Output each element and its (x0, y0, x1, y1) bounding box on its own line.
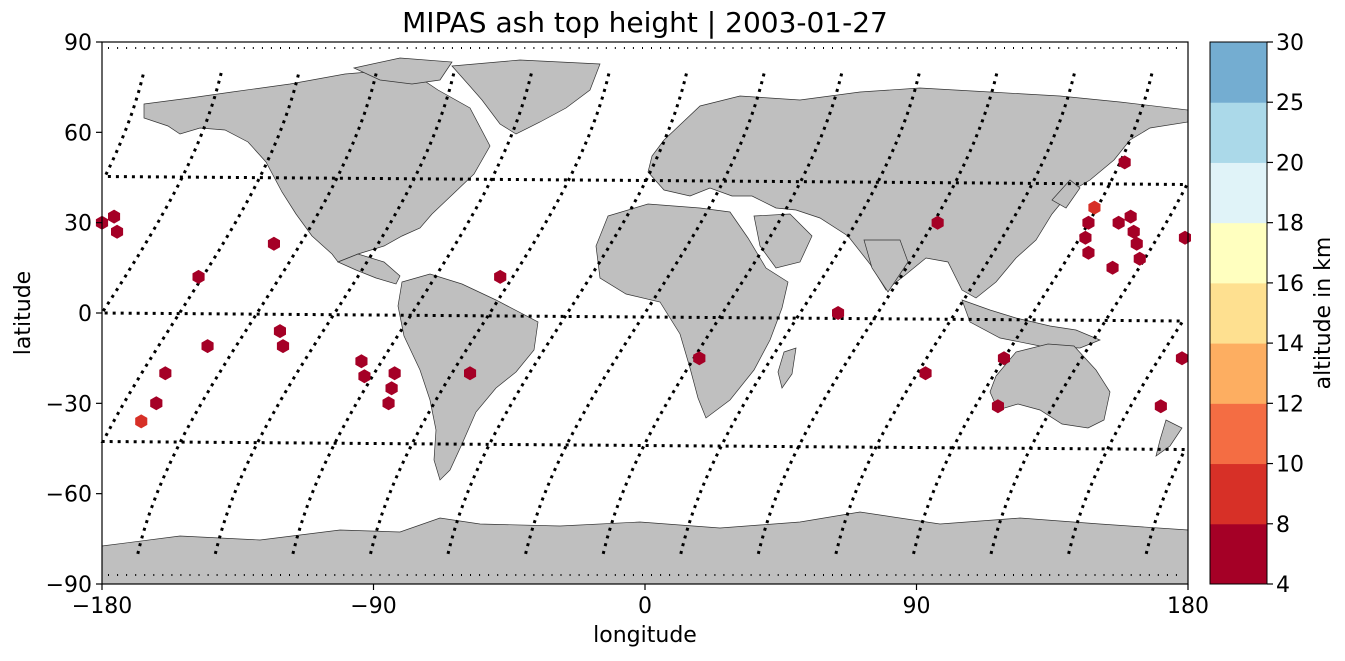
ash-detection-point (832, 306, 845, 320)
continent-new-zealand (1155, 419, 1183, 457)
colorbar-segment (1210, 282, 1267, 344)
x-tick-label: 180 (1167, 594, 1209, 619)
ash-detection-point (150, 396, 163, 411)
continent-japan (1051, 179, 1081, 209)
x-axis-label: longitude (593, 623, 697, 648)
y-tick-label: −90 (46, 573, 92, 598)
ash-detection-point (1112, 215, 1125, 230)
ash-detection-point (1124, 209, 1137, 224)
ash-detection-point (1118, 155, 1131, 170)
colorbar-segment (1210, 102, 1267, 163)
colorbar-segment (1210, 222, 1267, 284)
ash-detection-point (1082, 215, 1095, 230)
ash-detection-point (159, 366, 172, 381)
ash-detection-point (1106, 260, 1119, 275)
colorbar-tick-label: 20 (1276, 151, 1304, 176)
ash-detection-point (1133, 251, 1146, 266)
land-basemap (101, 57, 1189, 585)
continent-eurasia (647, 87, 1189, 299)
ash-detection-point (997, 351, 1010, 366)
chart-title: MIPAS ash top height | 2003-01-27 (402, 6, 888, 39)
colorbar-segment (1210, 42, 1267, 103)
continent-arctic-islands (352, 57, 453, 85)
continent-central-america (337, 253, 401, 285)
ash-detection-point (1130, 236, 1143, 251)
ash-detection-point (1154, 399, 1167, 414)
x-tick-label: −180 (72, 594, 132, 619)
continent-madagascar (777, 347, 797, 389)
x-tick-label: 0 (638, 594, 652, 619)
ash-detection-point (1082, 245, 1095, 260)
ash-detection-point (494, 269, 507, 284)
ash-detection-point (991, 399, 1004, 414)
ash-detection-point (267, 236, 280, 251)
continent-southeast-asia (961, 299, 1101, 349)
ash-detection-point (385, 381, 398, 396)
orbit-track (100, 71, 1188, 555)
y-axis-label: latitude (11, 271, 36, 355)
ash-detection-point (919, 366, 932, 381)
colorbar-segment (1210, 343, 1267, 404)
ash-detection-point (388, 366, 401, 381)
x-tick-label: −90 (350, 594, 396, 619)
colorbar-tick-label: 10 (1276, 453, 1304, 478)
ash-detection-point (464, 366, 477, 381)
colorbar-tick-label: 25 (1276, 91, 1304, 116)
colorbar-segment (1210, 463, 1267, 525)
ash-detection-point (111, 224, 124, 239)
ash-detection-point (693, 351, 706, 366)
ash-detection-point (201, 339, 214, 354)
satellite-tracks (99, 47, 1190, 576)
ash-detection-point (273, 324, 286, 339)
continent-africa (595, 203, 789, 419)
colorbar-segment (1210, 523, 1267, 585)
colorbar: 4 8 10 12 14 16 18 20 25 30 (1209, 31, 1304, 598)
y-tick-label: 90 (64, 31, 92, 56)
ash-detection-point (192, 269, 205, 284)
y-tick-label: 30 (64, 212, 92, 237)
colorbar-segment (1210, 403, 1267, 465)
continent-arabia-india (753, 213, 909, 293)
ash-detection-point (1079, 230, 1092, 245)
colorbar-frame (1209, 41, 1268, 585)
y-tick-label: −30 (46, 392, 92, 417)
x-axis: −180 −90 0 90 180 (72, 584, 1209, 619)
colorbar-segment (1210, 162, 1267, 224)
x-tick-label: 90 (903, 594, 931, 619)
colorbar-tick-label: 16 (1276, 272, 1304, 297)
ash-detection-point (1088, 200, 1101, 215)
ash-detection-point (1175, 351, 1188, 366)
colorbar-tick-label: 12 (1276, 392, 1304, 417)
orbit-track (102, 71, 1190, 555)
colorbar-tick-label: 14 (1276, 332, 1304, 357)
ash-detection-point (276, 339, 290, 354)
y-tick-label: 0 (78, 302, 92, 327)
colorbar-tick-label: 18 (1276, 212, 1304, 237)
ash-detection-point (135, 414, 148, 429)
colorbar-tick-label: 8 (1276, 513, 1290, 538)
ash-detection-point (1127, 224, 1140, 239)
y-tick-label: 60 (64, 121, 92, 146)
ash-detection-point (931, 215, 944, 230)
ash-detection-point (108, 209, 121, 224)
colorbar-label: altitude in km (1311, 237, 1336, 390)
ash-detection-point (358, 369, 371, 384)
plot-area (95, 41, 1191, 585)
y-axis: −90 −60 −30 0 30 60 90 (46, 31, 102, 598)
colorbar-tick-label: 30 (1276, 31, 1304, 56)
y-tick-label: −60 (46, 483, 92, 508)
colorbar-tick-label: 4 (1276, 573, 1290, 598)
ash-detection-point (382, 396, 395, 411)
ash-detection-point (355, 354, 368, 369)
